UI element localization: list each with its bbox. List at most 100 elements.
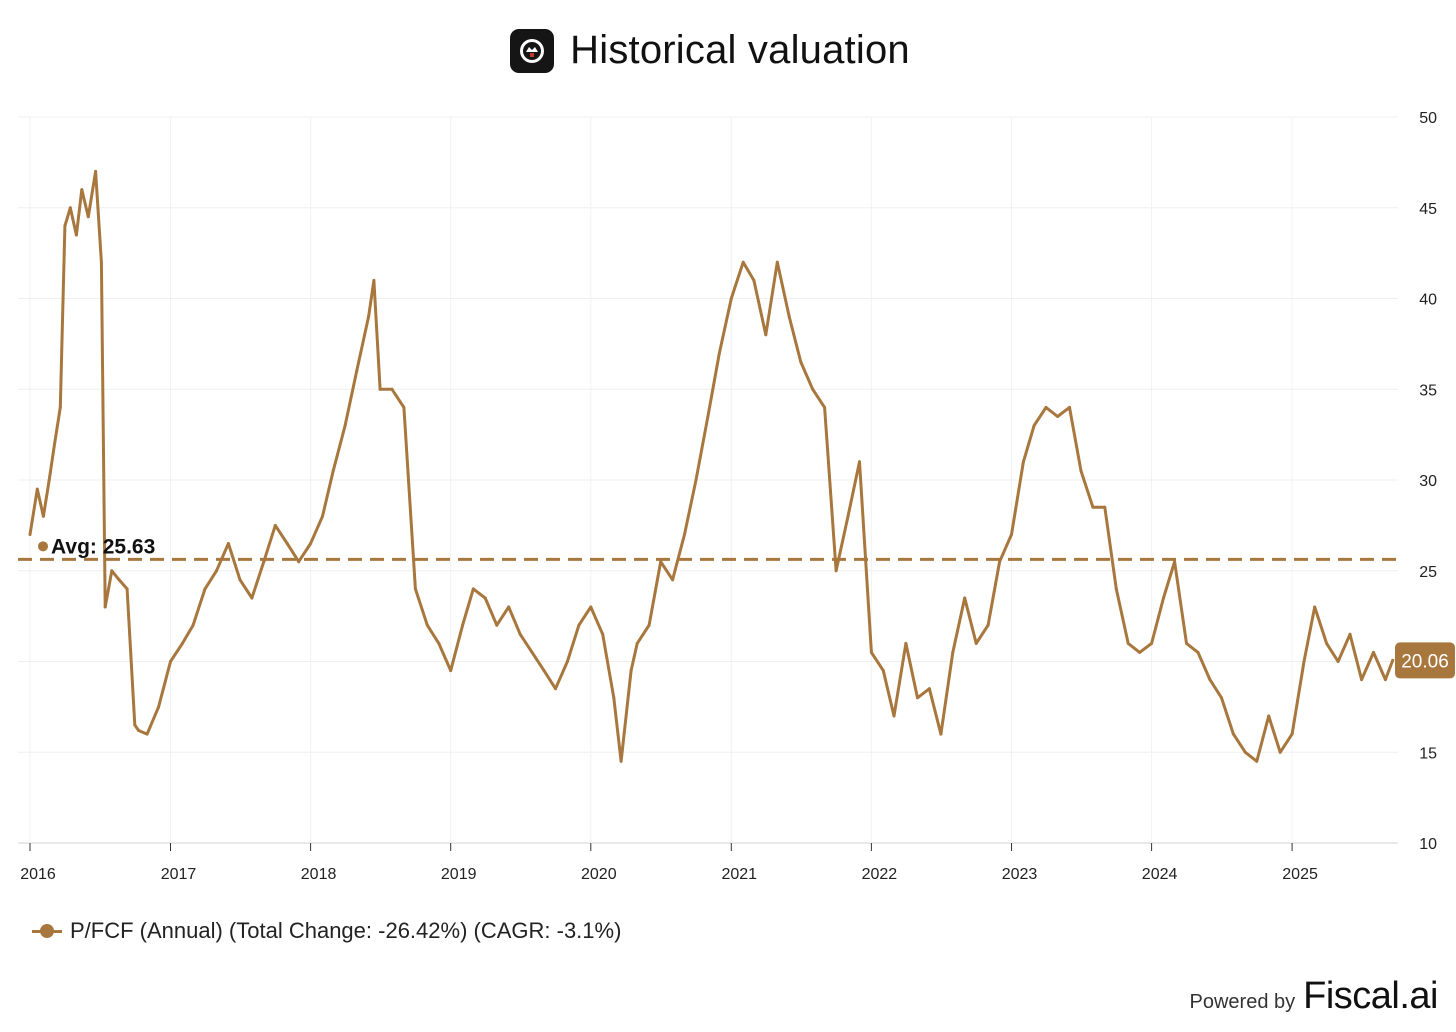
data-point (1138, 650, 1142, 654)
x-tick-label: 2017 (161, 866, 197, 883)
powered-by-footer[interactable]: Powered by Fiscal.ai (1190, 975, 1439, 1018)
data-point (471, 587, 475, 591)
data-point (1021, 460, 1025, 464)
data-point (601, 632, 605, 636)
data-point (589, 605, 593, 609)
x-tick-label: 2019 (441, 866, 477, 883)
data-point (53, 442, 57, 446)
data-point (495, 623, 499, 627)
x-tick-label: 2024 (1142, 866, 1178, 883)
powered-by-text: Powered by (1189, 991, 1296, 1013)
x-tick-label: 2021 (721, 866, 757, 883)
chart-legend[interactable]: P/FCF (Annual) (Total Change: -26.42%) (… (32, 918, 621, 944)
data-point (823, 405, 827, 409)
data-point (963, 596, 967, 600)
data-point (41, 514, 45, 518)
data-point (191, 623, 195, 627)
data-point (1114, 587, 1118, 591)
data-point (145, 732, 149, 736)
data-point (355, 369, 359, 373)
data-point (169, 660, 172, 663)
y-tick-label: 35 (1419, 382, 1437, 399)
data-point (1091, 505, 1095, 509)
y-tick-label: 50 (1419, 110, 1437, 127)
data-point (1173, 560, 1177, 564)
data-point (974, 641, 978, 645)
data-point (1302, 660, 1306, 663)
data-point (986, 623, 990, 627)
data-point (1360, 678, 1364, 682)
data-point (483, 596, 487, 600)
data-point (1278, 750, 1282, 754)
data-point (764, 333, 768, 337)
crest-icon (520, 38, 545, 63)
data-point (1208, 678, 1212, 682)
data-point (694, 478, 698, 482)
data-point (74, 233, 78, 237)
y-tick-label: 15 (1419, 745, 1437, 762)
data-point (297, 560, 301, 564)
data-point (647, 623, 651, 627)
data-point (1010, 533, 1013, 536)
data-point (1079, 469, 1083, 473)
data-point (28, 533, 32, 536)
data-point (1348, 632, 1352, 636)
data-point (80, 188, 84, 192)
data-point (1325, 641, 1329, 645)
data-point (612, 696, 616, 700)
data-point (741, 260, 745, 264)
data-point (683, 533, 686, 536)
data-point (63, 224, 67, 228)
data-point (577, 623, 581, 627)
data-point (1068, 405, 1071, 409)
last-value-label: 20.06 (1401, 651, 1449, 672)
data-point (137, 729, 141, 732)
x-tick-label: 2025 (1282, 866, 1318, 883)
data-point (1290, 732, 1294, 736)
axis-layer: 10 15 2025 30 35 40 45 50 2016 2017 2018 2019 2020 20… (20, 110, 1437, 883)
data-point (904, 641, 908, 645)
data-point (402, 405, 406, 409)
data-point (110, 569, 114, 573)
data-point (951, 650, 955, 654)
data-point (1150, 641, 1154, 645)
data-point (1126, 641, 1130, 645)
data-point (619, 759, 623, 763)
data-point (285, 542, 289, 545)
data-point (103, 605, 107, 609)
data-point (1032, 424, 1036, 428)
data-point (787, 315, 791, 319)
data-point (157, 705, 161, 709)
data-point (86, 215, 90, 219)
data-point (858, 460, 861, 464)
data-point (250, 596, 254, 600)
data-point (916, 696, 919, 700)
data-point (117, 578, 121, 582)
data-point (35, 487, 39, 491)
data-point (449, 669, 453, 673)
data-point (226, 542, 230, 545)
data-point (939, 732, 943, 736)
data-point (542, 669, 546, 673)
brand-name: Fiscal.ai (1303, 975, 1438, 1017)
data-point (1185, 641, 1188, 645)
data-point (554, 687, 557, 691)
data-point (238, 578, 242, 582)
data-point (892, 714, 896, 718)
y-tick-label: 45 (1419, 201, 1437, 218)
data-point (68, 206, 72, 210)
data-point (1391, 658, 1395, 662)
data-point (927, 687, 931, 691)
x-tick-label: 2022 (862, 866, 898, 883)
data-point (834, 569, 838, 573)
data-point (869, 650, 873, 654)
data-point (1220, 696, 1223, 700)
data-point (671, 578, 675, 582)
data-point (1243, 750, 1247, 754)
data-point (309, 542, 313, 545)
series-layer (28, 169, 1395, 763)
data-point (262, 560, 266, 564)
data-point (1103, 505, 1107, 509)
data-point (775, 260, 779, 264)
data-point (752, 278, 756, 282)
